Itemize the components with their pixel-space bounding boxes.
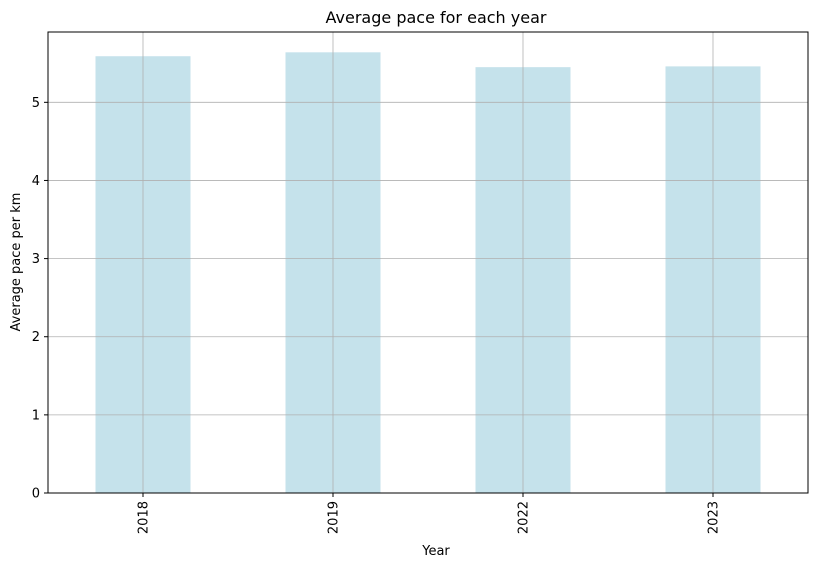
x-tick-label: 2019: [327, 501, 342, 534]
x-tick-label: 2023: [707, 501, 722, 534]
y-tick-label: 2: [32, 330, 40, 345]
x-tick-label: 2022: [517, 501, 532, 534]
y-tick-label: 4: [32, 174, 40, 189]
plot-frame: [47, 31, 809, 494]
y-axis-label: Average pace per km: [9, 193, 24, 332]
y-tick-label: 0: [32, 487, 40, 502]
x-tick-label: 2018: [137, 501, 152, 534]
y-tick-label: 1: [32, 408, 40, 423]
chart-title: Average pace for each year: [326, 8, 547, 27]
plot-area: 0 1 2 3 4 5 2018 2019 2022 2023: [32, 31, 809, 534]
y-tick-label: 3: [32, 252, 40, 267]
y-tick-label: 5: [32, 96, 40, 111]
x-axis-label: Year: [421, 544, 450, 559]
